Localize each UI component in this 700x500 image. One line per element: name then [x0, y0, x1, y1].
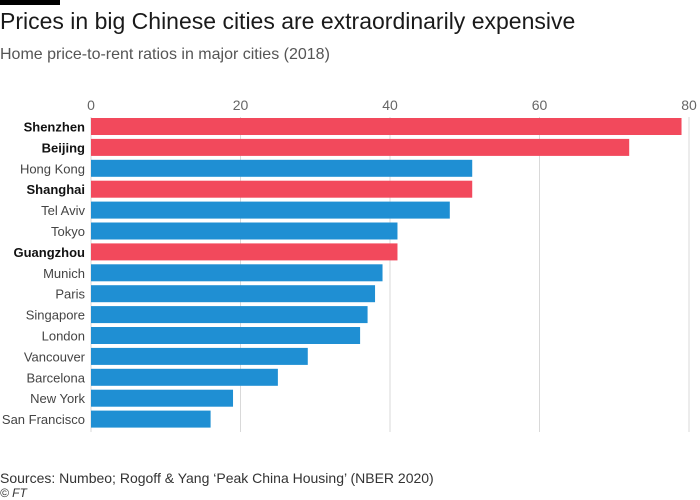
bar: [91, 306, 368, 324]
x-tick-label: 0: [87, 97, 95, 113]
bar: [91, 347, 308, 365]
category-label: New York: [30, 391, 85, 406]
bar: [91, 285, 376, 303]
x-tick-label: 80: [681, 97, 697, 113]
category-label: Shenzhen: [24, 120, 85, 135]
category-label: San Francisco: [2, 412, 85, 427]
category-label: Hong Kong: [20, 161, 85, 176]
category-label: Shanghai: [26, 182, 85, 197]
bar: [91, 327, 361, 344]
x-tick-label: 20: [233, 97, 249, 113]
bar: [91, 243, 398, 261]
category-label: Tel Aviv: [41, 203, 85, 218]
category-label: Beijing: [42, 140, 85, 155]
bar: [91, 180, 473, 198]
category-label: Singapore: [26, 308, 85, 323]
bar: [91, 222, 398, 240]
bar: [91, 410, 211, 428]
category-label: Vancouver: [24, 349, 86, 364]
bar: [91, 368, 278, 386]
category-label: Barcelona: [26, 370, 85, 385]
chart-title: Prices in big Chinese cities are extraor…: [0, 8, 576, 34]
category-label: Guangzhou: [14, 245, 86, 260]
sources-note: Sources: Numbeo; Rogoff & Yang ‘Peak Chi…: [0, 470, 434, 486]
x-tick-label: 60: [532, 97, 548, 113]
bar-chart-svg: 0 20 40 60 80 Shenzhen Beijing Hong Kong Shangha…: [2, 97, 697, 432]
chart-subtitle: Home price-to-rent ratios in major citie…: [0, 46, 330, 63]
category-label: Paris: [55, 287, 85, 302]
bar: [91, 389, 234, 407]
category-label: London: [42, 329, 85, 344]
bar: [91, 138, 630, 156]
category-label: Munich: [43, 266, 85, 281]
x-tick-label: 40: [382, 97, 398, 113]
brand-bar: [0, 0, 60, 5]
bar: [91, 118, 682, 135]
credit-note: © FT: [0, 486, 27, 500]
category-label: Tokyo: [51, 224, 85, 239]
bar: [91, 201, 450, 219]
bar: [91, 159, 473, 177]
bar-chart: 0 20 40 60 80 Shenzhen Beijing Hong Kong Shangha…: [0, 90, 700, 440]
bar: [91, 264, 383, 282]
